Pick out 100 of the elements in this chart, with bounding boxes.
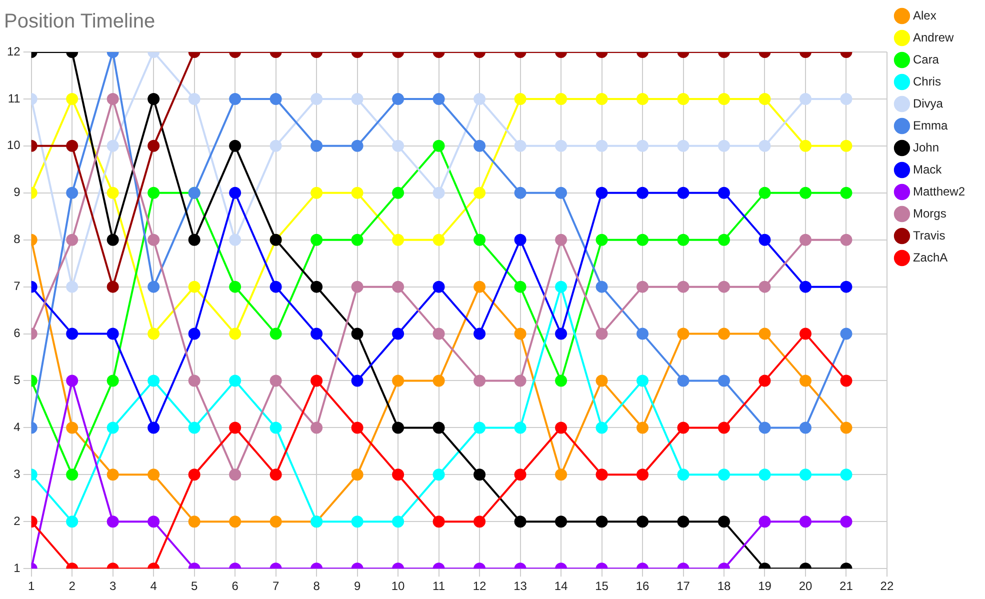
point bbox=[106, 374, 119, 387]
point bbox=[432, 186, 445, 199]
point bbox=[799, 374, 812, 387]
point bbox=[636, 140, 649, 152]
point bbox=[351, 280, 364, 293]
x-tick-label: 15 bbox=[595, 579, 609, 594]
point bbox=[555, 328, 568, 340]
point bbox=[840, 516, 852, 528]
point bbox=[188, 422, 200, 434]
point bbox=[840, 468, 852, 481]
point bbox=[758, 280, 771, 293]
point bbox=[555, 186, 568, 199]
point bbox=[758, 422, 771, 434]
point bbox=[66, 328, 78, 340]
point bbox=[555, 422, 568, 434]
point bbox=[677, 374, 690, 387]
point bbox=[351, 92, 364, 105]
x-tick-label: 8 bbox=[313, 579, 320, 594]
point bbox=[106, 516, 119, 528]
point bbox=[758, 186, 771, 199]
point bbox=[148, 140, 160, 152]
y-tick-label: 7 bbox=[14, 279, 21, 294]
point bbox=[310, 234, 323, 246]
point bbox=[351, 422, 364, 434]
legend-label: Emma bbox=[912, 118, 948, 132]
point bbox=[636, 186, 649, 199]
point bbox=[106, 92, 119, 105]
legend-label: Divya bbox=[912, 96, 944, 110]
point bbox=[148, 186, 160, 199]
chart-title: Position Timeline bbox=[4, 10, 156, 33]
point bbox=[270, 422, 282, 434]
point bbox=[677, 468, 690, 481]
point bbox=[514, 92, 526, 105]
point bbox=[799, 422, 812, 434]
legend-label: Mack bbox=[912, 162, 943, 176]
point bbox=[432, 374, 445, 387]
point bbox=[677, 140, 690, 152]
point bbox=[555, 92, 568, 105]
point bbox=[758, 234, 771, 246]
x-tick-label: 1 bbox=[28, 579, 36, 594]
point bbox=[188, 516, 200, 528]
point bbox=[66, 140, 78, 152]
point bbox=[514, 422, 526, 434]
point bbox=[148, 328, 160, 340]
x-tick-label: 10 bbox=[391, 579, 406, 594]
point bbox=[758, 140, 771, 152]
point bbox=[229, 234, 242, 246]
point bbox=[840, 374, 852, 387]
point bbox=[351, 374, 364, 387]
point bbox=[106, 468, 119, 481]
point bbox=[758, 516, 771, 528]
point bbox=[636, 422, 649, 434]
legend-label: Cara bbox=[912, 52, 940, 66]
point bbox=[718, 234, 730, 246]
x-tick-label: 5 bbox=[190, 579, 198, 594]
point bbox=[432, 328, 445, 340]
point bbox=[106, 328, 119, 340]
point bbox=[310, 186, 323, 199]
point bbox=[474, 374, 486, 387]
point bbox=[106, 280, 119, 293]
point bbox=[432, 234, 445, 246]
point bbox=[310, 140, 323, 152]
legend-label: Chris bbox=[912, 74, 941, 88]
point bbox=[474, 468, 486, 481]
point bbox=[270, 140, 282, 152]
x-tick-label: 17 bbox=[676, 579, 690, 594]
point bbox=[188, 234, 200, 246]
point bbox=[229, 468, 242, 481]
point bbox=[229, 374, 242, 387]
point bbox=[474, 140, 486, 152]
point bbox=[596, 234, 608, 246]
point bbox=[474, 186, 486, 199]
x-tick-label: 18 bbox=[717, 579, 731, 594]
point bbox=[229, 422, 242, 434]
point bbox=[392, 186, 404, 199]
point bbox=[840, 92, 852, 105]
point bbox=[596, 468, 608, 481]
point bbox=[432, 280, 445, 293]
point bbox=[596, 374, 608, 387]
point bbox=[474, 422, 486, 434]
point bbox=[596, 186, 608, 199]
point bbox=[555, 280, 568, 293]
point bbox=[229, 328, 242, 340]
point bbox=[840, 140, 852, 152]
y-tick-label: 10 bbox=[6, 138, 21, 152]
legend-label: ZachA bbox=[912, 250, 948, 264]
point bbox=[758, 328, 771, 340]
point bbox=[718, 140, 730, 152]
point bbox=[310, 92, 323, 105]
point bbox=[432, 516, 445, 528]
point bbox=[432, 140, 445, 152]
point bbox=[514, 186, 526, 199]
point bbox=[270, 516, 282, 528]
point bbox=[270, 92, 282, 105]
y-tick-label: 12 bbox=[6, 44, 21, 58]
point bbox=[351, 234, 364, 246]
point bbox=[677, 92, 690, 105]
x-tick-label: 6 bbox=[232, 579, 239, 594]
point bbox=[392, 234, 404, 246]
point bbox=[514, 374, 526, 387]
